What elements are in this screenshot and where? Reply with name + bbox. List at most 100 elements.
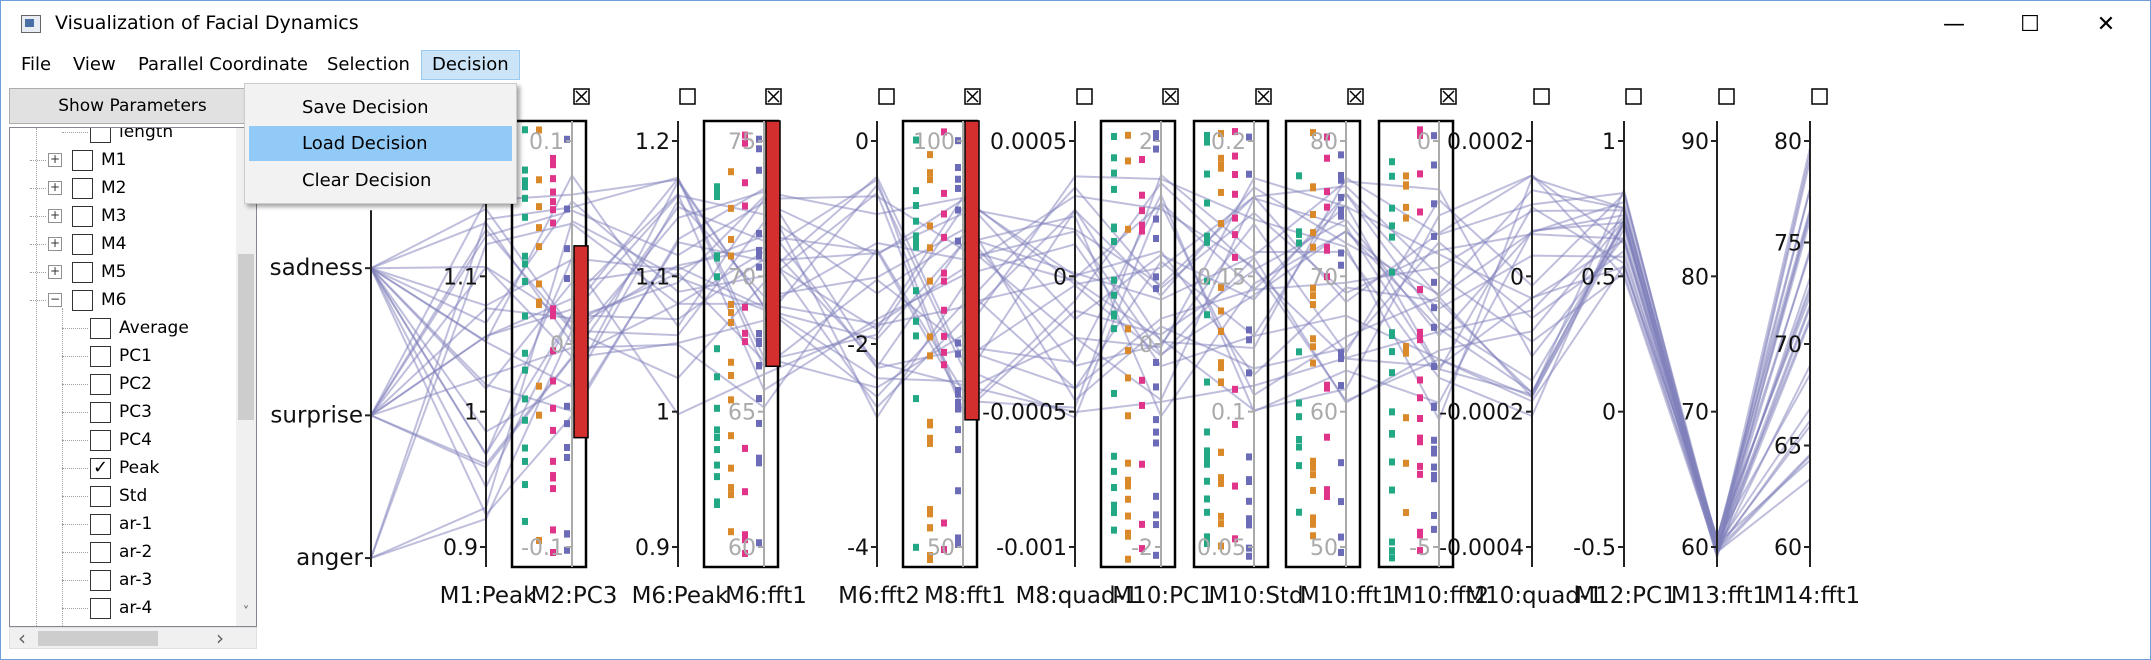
tree-connector [62,328,88,329]
tree-item-pc2[interactable]: PC2 [90,372,152,396]
tree-item-checkbox[interactable] [90,373,111,395]
axis-name-label[interactable]: M6:fft2 [838,583,920,609]
scroll-left-icon[interactable]: ‹ [18,626,26,650]
sample-dot [1296,239,1302,247]
decision-menu-dropdown: Save Decision Load Decision Clear Decisi… [244,83,517,204]
tree-item-m3[interactable]: + M3 [48,204,126,228]
tree-item-checkbox[interactable] [72,177,93,199]
tree-item-checkbox[interactable] [72,205,93,227]
plot-canvas[interactable]: sadness surprise anger 1.2 1.1 1 0.9 0.1 0 -0.1 1.… [263,87,2147,627]
sample-dot [955,339,961,347]
tree-item-checkbox[interactable] [90,345,111,367]
expand-icon[interactable]: + [48,264,62,279]
close-button[interactable]: ✕ [2096,11,2116,37]
tree-item-pc4[interactable]: PC4 [90,428,152,452]
tree-item-length[interactable]: length [90,128,173,144]
tree-item-m4[interactable]: + M4 [48,232,126,256]
scroll-right-icon[interactable]: › [216,626,224,650]
vertical-scrollbar[interactable]: ˄ ˅ [236,128,256,626]
sample-dot [1296,399,1302,407]
tree-item-pc1[interactable]: PC1 [90,344,152,368]
tree-item-checkbox[interactable] [90,569,111,591]
axis-name-label[interactable]: M12:PC1 [1575,583,1677,609]
tree-item-checkbox[interactable] [90,597,111,619]
tree-item-checkbox[interactable] [72,289,93,311]
collapse-icon[interactable]: − [48,292,62,307]
tree-item-checkbox[interactable] [72,233,93,255]
show-parameters-button[interactable]: Show Parameters [9,88,256,124]
tree-item-checkbox[interactable]: ✓ [90,457,111,479]
menu-decision[interactable]: Decision [421,50,520,80]
axis-tick-label: 80 [1310,130,1338,155]
tree-item-average[interactable]: Average [90,316,189,340]
sample-dot [1111,276,1117,284]
tree-item-checkbox[interactable] [90,317,111,339]
tree-item-peak[interactable]: ✓ Peak [90,456,159,480]
expand-icon[interactable]: + [48,236,62,251]
menu-file[interactable]: File [21,54,52,75]
menu-parallel-coordinate[interactable]: Parallel Coordinate [138,54,308,75]
sample-dot [927,555,933,563]
sample-dot [1389,332,1395,340]
tree-item-checkbox[interactable] [90,429,111,451]
sample-dot [522,183,528,191]
tree-item-checkbox[interactable] [90,128,111,143]
vertical-scroll-thumb[interactable] [238,254,254,420]
menu-selection[interactable]: Selection [327,54,410,75]
sample-dot [742,303,748,311]
axis-name-label[interactable]: M10:quad-1 [1465,583,1603,609]
axis-name-label[interactable]: M6:fft1 [725,583,807,609]
sample-dot [927,151,933,159]
menu-view[interactable]: View [73,54,116,75]
axis-name-label[interactable]: M13:fft1 [1670,583,1768,609]
tree-item-checkbox[interactable] [90,541,111,563]
sample-dot [1139,401,1145,409]
save-decision-item[interactable]: Save Decision [302,97,429,118]
axis-name-label[interactable]: M8:quad-1 [1015,583,1139,609]
sample-dot [1310,359,1316,367]
scroll-down-icon[interactable]: ˅ [242,604,250,620]
tree-item-checkbox[interactable] [90,513,111,535]
tree-item-m6[interactable]: − M6 [48,288,126,312]
axis-name-label[interactable]: M10:Std [1208,583,1304,609]
axis-name-label[interactable]: M2:PC3 [530,583,618,609]
axis-name-label[interactable]: M8:fft1 [924,583,1006,609]
axis-name-label[interactable]: M10:fft1 [1299,583,1397,609]
tree-item-checkbox[interactable] [72,261,93,283]
sample-dot [1338,151,1344,159]
sample-dot [536,243,542,251]
tree-item-m5[interactable]: + M5 [48,260,126,284]
tree-item-checkbox[interactable] [90,485,111,507]
sample-dot [1125,374,1131,382]
tree-item-checkbox[interactable] [90,401,111,423]
sample-dot [913,395,919,403]
maximize-button[interactable]: ☐ [2020,11,2040,37]
load-decision-item[interactable]: Load Decision [249,126,512,161]
sample-dot [550,305,556,313]
axis-tick-label: 65 [1774,435,1802,460]
axis-name-label[interactable]: M10:PC1 [1112,583,1214,609]
horizontal-scrollbar[interactable]: ‹ › [9,626,257,650]
axis-name-label[interactable]: M14:fft1 [1763,583,1861,609]
tree-item-checkbox[interactable] [72,149,93,171]
sample-dot [1125,529,1131,537]
horizontal-scroll-thumb[interactable] [38,631,158,646]
tree-item-m1[interactable]: + M1 [48,148,126,172]
tree-item-ar-3[interactable]: ar-3 [90,568,152,592]
expand-icon[interactable]: + [48,208,62,223]
tree-item-m2[interactable]: + M2 [48,176,126,200]
tree-item-std[interactable]: Std [90,484,147,508]
tree-item-ar-4[interactable]: ar-4 [90,596,152,620]
tree-item-ar-1[interactable]: ar-1 [90,512,152,536]
axis-name-label[interactable]: M1:Peak [439,583,537,609]
sample-dot [1324,188,1330,196]
axis-name-label[interactable]: M6:Peak [631,583,729,609]
minimize-button[interactable]: — [1943,11,1965,37]
expand-icon[interactable]: + [48,152,62,167]
sample-dot [1389,547,1395,555]
expand-icon[interactable]: + [48,180,62,195]
tree-item-pc3[interactable]: PC3 [90,400,152,424]
tree-item-ar-2[interactable]: ar-2 [90,540,152,564]
axis-name-label[interactable]: M10:fft2 [1392,583,1490,609]
clear-decision-item[interactable]: Clear Decision [302,170,432,191]
